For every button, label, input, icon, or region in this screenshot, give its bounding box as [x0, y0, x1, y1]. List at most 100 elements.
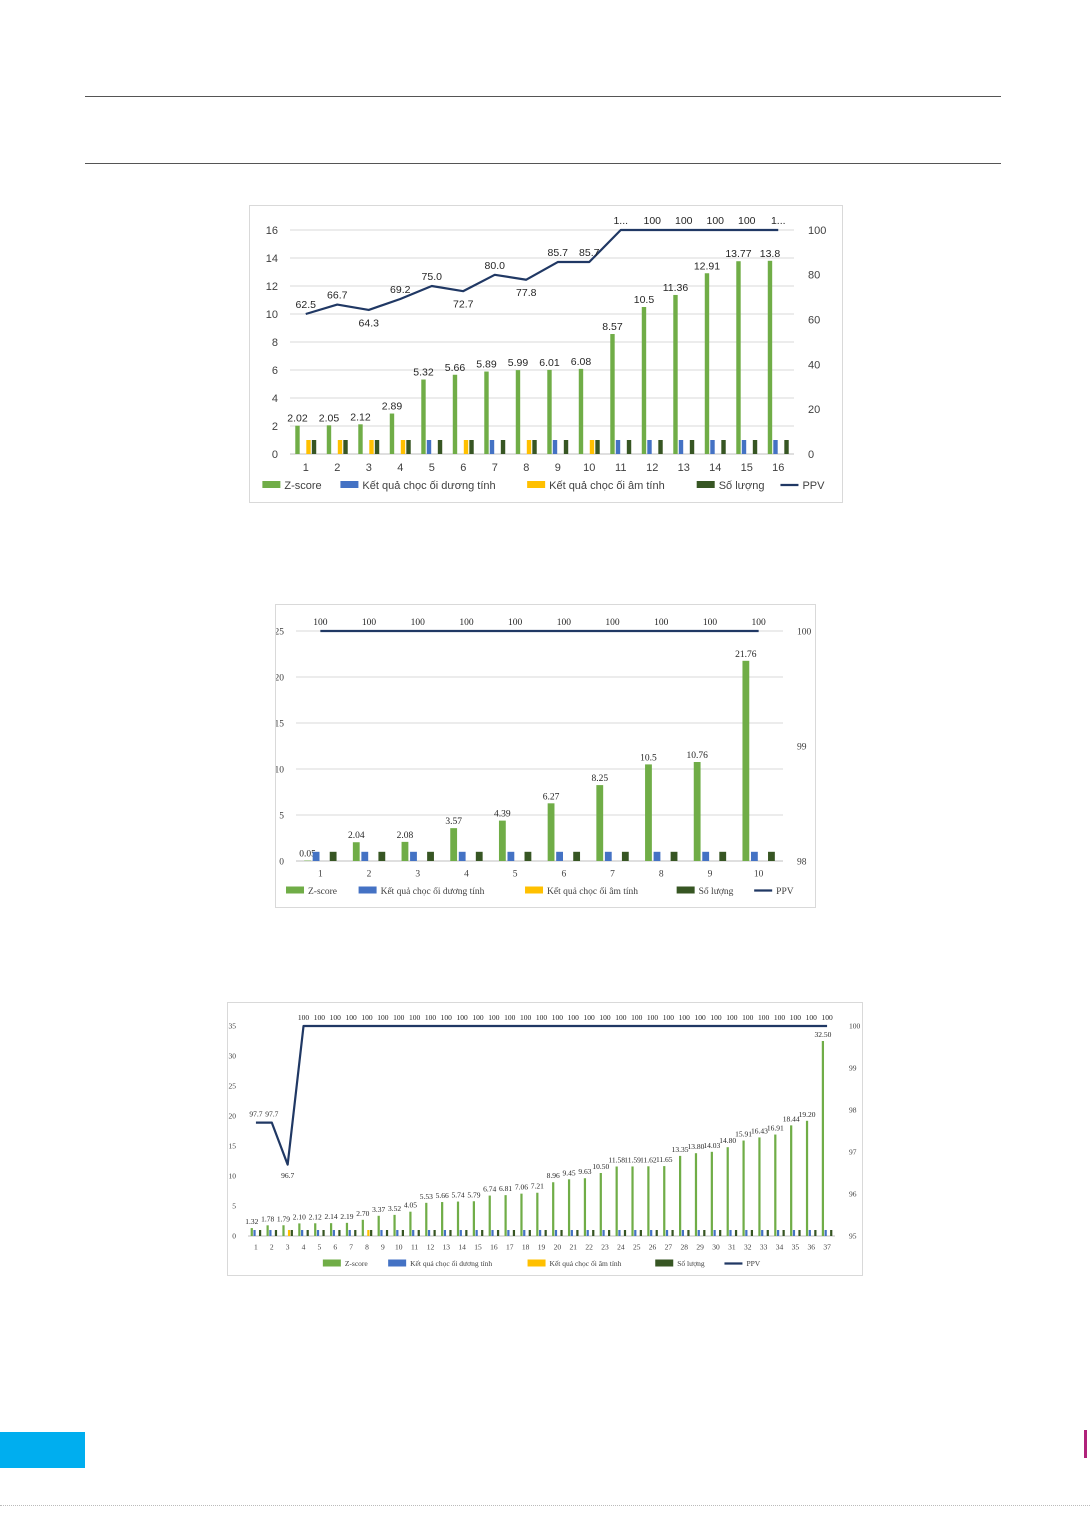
chart-1-legend-swatch — [340, 481, 359, 488]
chart-1-line-label: 62.5 — [296, 299, 317, 311]
chart-1-x-tick-label: 11 — [615, 462, 626, 474]
chart-2-bar — [410, 851, 417, 861]
chart-3-bar — [361, 1219, 364, 1236]
chart-3-bar — [298, 1223, 301, 1236]
chart-3-bar — [475, 1230, 478, 1236]
chart-2-y-tick-label: 5 — [279, 811, 284, 821]
chart-1-line-label: 1... — [613, 215, 628, 227]
chart-2-y2-tick-label: 99 — [797, 742, 807, 752]
chart-3-legend-swatch — [655, 1259, 674, 1267]
chart-2-bar — [596, 785, 604, 861]
chart-3-bar — [512, 1230, 516, 1236]
chart-3-bar — [496, 1230, 500, 1236]
chart-2-bar — [329, 851, 337, 861]
chart-3-bar-label: 5.74 — [451, 1191, 464, 1200]
chart-3-x-tick-label: 15 — [474, 1243, 482, 1252]
chart-3-bar — [576, 1230, 579, 1236]
chart-3-line-label: 100 — [536, 1013, 548, 1022]
chart-3-bar — [742, 1140, 745, 1236]
chart-3-bar — [697, 1230, 700, 1236]
chart-3-bar-label: 10.50 — [592, 1162, 609, 1171]
chart-3-bar — [631, 1166, 634, 1236]
chart-3-x-tick-label: 6 — [333, 1243, 337, 1252]
chart-2-bar-label: 8.25 — [591, 774, 608, 784]
chart-2-bar — [507, 851, 515, 861]
chart-1-x-tick-label: 10 — [583, 462, 595, 474]
chart-3-x-tick-label: 33 — [760, 1243, 768, 1252]
chart-3-bar-label: 2.10 — [293, 1212, 306, 1221]
chart-3-x-tick-label: 28 — [681, 1243, 689, 1252]
chart-1-y-tick-label: 16 — [266, 225, 278, 237]
chart-3-bar-label: 14.80 — [719, 1136, 736, 1145]
chart-1-bar — [389, 413, 395, 454]
chart-3-bar — [520, 1193, 523, 1236]
chart-2-bar — [361, 851, 369, 861]
chart-2-legend-swatch — [676, 886, 695, 894]
chart-3-bar-label: 5.66 — [436, 1191, 449, 1200]
chart-3-bar — [703, 1230, 706, 1236]
chart-3-x-tick-label: 18 — [522, 1243, 530, 1252]
chart-3-y2-tick-label: 99 — [849, 1064, 857, 1073]
chart-3-line-label: 100 — [552, 1013, 564, 1022]
chart-3-bar — [671, 1230, 674, 1236]
chart-3-line-label: 96.7 — [281, 1171, 294, 1180]
chart-2-bar-label: 4.39 — [494, 810, 511, 820]
chart-3-bar — [425, 1202, 428, 1236]
chart-3-bar — [602, 1230, 605, 1236]
chart-1-bar — [500, 440, 506, 454]
chart-1-bar — [547, 369, 552, 454]
chart-1-line-label: 100 — [706, 215, 724, 227]
chart-2-y-tick-label: 20 — [276, 673, 284, 683]
chart-2-bar — [653, 851, 661, 861]
chart-2-bar — [427, 851, 434, 861]
chart-3-bar — [750, 1230, 754, 1236]
chart-3-bar-label: 13.80 — [688, 1142, 705, 1151]
chart-2-x-tick-label: 2 — [367, 870, 372, 880]
chart-1-bar — [326, 425, 332, 454]
chart-1-y2-tick-label: 100 — [808, 225, 826, 237]
chart-3-bar — [615, 1166, 618, 1236]
chart-3-bar — [570, 1230, 573, 1236]
chart-1-line-label: 100 — [738, 215, 756, 227]
chart-3-x-tick-label: 19 — [538, 1243, 546, 1252]
chart-1-bar — [426, 440, 432, 454]
chart-1-legend-label: Kết quả chọc ối âm tính — [549, 480, 665, 492]
chart-3-bar — [790, 1125, 793, 1236]
chart-3-x-tick-label: 2 — [270, 1243, 274, 1252]
header-rule-bottom — [85, 163, 1001, 164]
chart-2-x-tick-label: 7 — [610, 870, 615, 880]
chart-1-bar — [358, 424, 363, 454]
chart-1-bar — [489, 440, 495, 454]
chart-2-bar — [702, 851, 710, 861]
chart-3-bar-label: 11.58 — [608, 1156, 625, 1165]
chart-1-bar — [773, 440, 778, 454]
chart-3-line-label: 100 — [393, 1013, 405, 1022]
chart-3-bar — [647, 1166, 650, 1236]
chart-2-legend-swatch — [358, 886, 377, 894]
chart-1-x-tick-label: 13 — [678, 462, 690, 474]
chart-3-bar-label: 6.74 — [483, 1185, 496, 1194]
chart-3-x-tick-label: 1 — [254, 1243, 258, 1252]
chart-3-bar-label: 14.03 — [703, 1141, 720, 1150]
chart-3-bar — [322, 1230, 325, 1236]
chart-2-line-label: 100 — [557, 618, 572, 628]
chart-3-bar — [314, 1223, 317, 1236]
chart-2-x-tick-label: 10 — [754, 870, 764, 880]
chart-2-bar — [524, 851, 532, 861]
chart-1-y-tick-label: 4 — [272, 393, 278, 405]
chart-3-bar — [583, 1178, 587, 1236]
chart-1-y-tick-label: 2 — [272, 421, 278, 433]
chart-3-x-tick-label: 31 — [728, 1243, 736, 1252]
chart-1-bar — [295, 425, 300, 454]
chart-1-bar — [515, 370, 521, 454]
chart-3-bar — [814, 1230, 817, 1236]
chart-3-bar-label: 11.59 — [624, 1155, 641, 1164]
chart-2: 0 5 10 15 20 25 98 99 100 1 2 3 4 5 6 7 8 9 10 0.05 2.04 2.08… — [275, 604, 816, 908]
chart-1-bar-label: 2.89 — [382, 401, 403, 413]
page-tab — [0, 1432, 85, 1468]
chart-1-x-tick-label: 6 — [460, 462, 466, 474]
chart-1-bar — [610, 334, 615, 454]
chart-1-bar-label: 5.66 — [445, 362, 466, 374]
chart-2-bar — [742, 660, 750, 861]
